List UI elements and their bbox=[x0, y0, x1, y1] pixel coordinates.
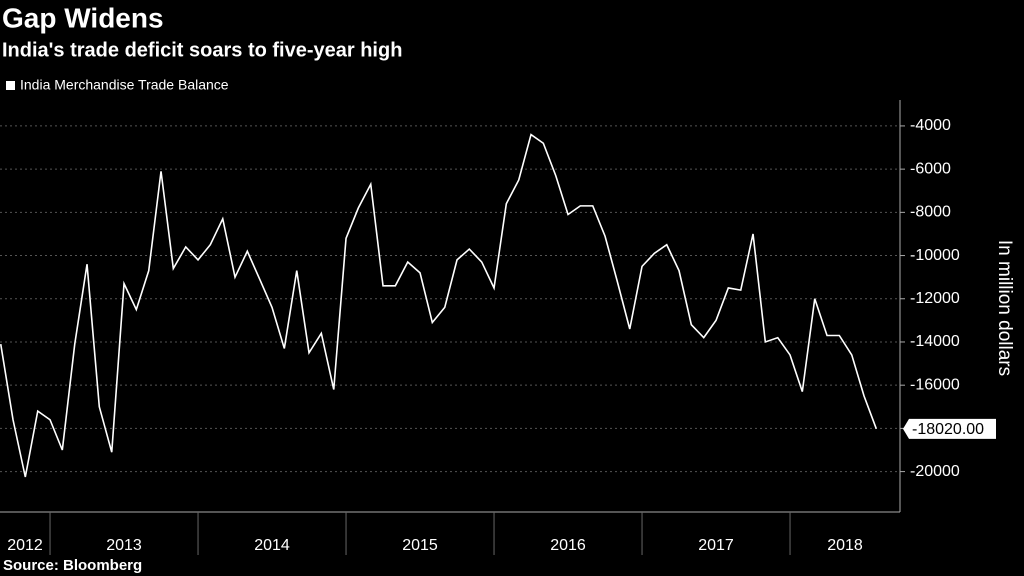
y-tick-label: -14000 bbox=[910, 333, 960, 350]
y-tick-label: -8000 bbox=[910, 204, 951, 221]
y-tick-label: -12000 bbox=[910, 290, 960, 307]
value-label: -18020.00 bbox=[912, 421, 984, 438]
chart-title: Gap Widens bbox=[2, 2, 164, 33]
chart-subtitle: India's trade deficit soars to five-year… bbox=[2, 39, 402, 61]
y-tick-label: -4000 bbox=[910, 117, 951, 134]
y-tick-label: -16000 bbox=[910, 376, 960, 393]
y-tick-label: -10000 bbox=[910, 247, 960, 264]
x-tick-label: 2015 bbox=[402, 537, 438, 554]
value-label-box bbox=[903, 418, 996, 439]
x-tick-label: 2017 bbox=[698, 537, 734, 554]
source: Source: Bloomberg bbox=[3, 557, 142, 574]
x-tick-label: 2012 bbox=[7, 537, 43, 554]
y-tick-label: -20000 bbox=[910, 463, 960, 480]
legend-label: India Merchandise Trade Balance bbox=[20, 77, 229, 93]
y-axis-label: In million dollars bbox=[994, 240, 1015, 376]
line bbox=[0, 133, 878, 478]
x-tick-label: 2016 bbox=[550, 537, 586, 554]
x-tick-label: 2014 bbox=[254, 537, 290, 554]
x-tick-label: 2018 bbox=[827, 537, 863, 554]
y-tick-label: -6000 bbox=[910, 160, 951, 177]
x-tick-label: 2013 bbox=[106, 537, 142, 554]
legend-swatch bbox=[6, 81, 15, 90]
